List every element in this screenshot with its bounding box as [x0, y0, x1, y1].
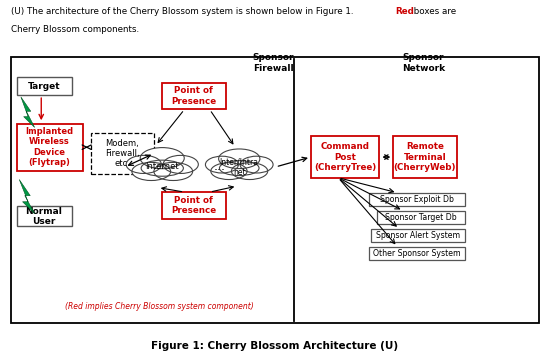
Text: Normal
User: Normal User — [25, 206, 63, 226]
Ellipse shape — [154, 162, 192, 181]
FancyBboxPatch shape — [311, 136, 379, 178]
Text: Remote
Terminal
(CherryWeb): Remote Terminal (CherryWeb) — [394, 142, 456, 172]
FancyBboxPatch shape — [377, 211, 465, 224]
FancyBboxPatch shape — [16, 77, 72, 95]
FancyBboxPatch shape — [91, 133, 154, 174]
Text: Modem,
Firewall,
etc.: Modem, Firewall, etc. — [105, 139, 140, 168]
Text: (U) The architecture of the Cherry Blossom system is shown below in Figure 1.: (U) The architecture of the Cherry Bloss… — [11, 7, 356, 16]
Text: Command
Post
(CherryTree): Command Post (CherryTree) — [314, 142, 376, 172]
Ellipse shape — [132, 162, 170, 181]
Ellipse shape — [205, 156, 238, 173]
Text: Sponsor Target Db: Sponsor Target Db — [385, 213, 456, 222]
Ellipse shape — [219, 160, 259, 176]
Text: Figure 1: Cherry Blossom Architecture (U): Figure 1: Cherry Blossom Architecture (U… — [151, 341, 399, 351]
Ellipse shape — [163, 155, 199, 173]
Text: Inter/Intra
net: Inter/Intra net — [220, 157, 258, 177]
Text: Implanted
Wireless
Device
(Flytrap): Implanted Wireless Device (Flytrap) — [25, 127, 74, 167]
Text: Red: Red — [395, 7, 414, 16]
Text: Point of
Presence: Point of Presence — [171, 196, 217, 215]
Ellipse shape — [211, 163, 247, 180]
FancyBboxPatch shape — [368, 247, 465, 260]
Text: Cherry Blossom components.: Cherry Blossom components. — [11, 25, 139, 34]
FancyBboxPatch shape — [16, 206, 72, 226]
Polygon shape — [21, 97, 35, 127]
FancyBboxPatch shape — [393, 136, 456, 178]
Text: Sponsor Alert System: Sponsor Alert System — [376, 231, 460, 240]
Text: Sponsor
Firewall: Sponsor Firewall — [252, 53, 294, 73]
Ellipse shape — [232, 163, 268, 180]
FancyBboxPatch shape — [16, 124, 82, 171]
Ellipse shape — [240, 156, 273, 173]
FancyBboxPatch shape — [162, 83, 226, 109]
FancyBboxPatch shape — [162, 192, 226, 219]
Text: Target: Target — [28, 81, 60, 91]
Text: Internet: Internet — [145, 162, 179, 172]
Text: Sponsor
Network: Sponsor Network — [402, 53, 445, 73]
Text: Point of
Presence: Point of Presence — [171, 86, 217, 106]
FancyBboxPatch shape — [11, 57, 539, 323]
Text: ...: ... — [214, 160, 226, 173]
Ellipse shape — [140, 148, 184, 169]
Ellipse shape — [126, 155, 161, 173]
FancyBboxPatch shape — [371, 229, 465, 242]
Polygon shape — [19, 180, 35, 214]
Text: Sponsor Exploit Db: Sponsor Exploit Db — [379, 195, 454, 204]
Text: (Red implies Cherry Blossom system component): (Red implies Cherry Blossom system compo… — [65, 302, 254, 312]
Ellipse shape — [141, 160, 183, 176]
Text: boxes are: boxes are — [411, 7, 456, 16]
Text: Other Sponsor System: Other Sponsor System — [373, 249, 460, 258]
Ellipse shape — [219, 149, 260, 169]
FancyBboxPatch shape — [368, 193, 465, 206]
